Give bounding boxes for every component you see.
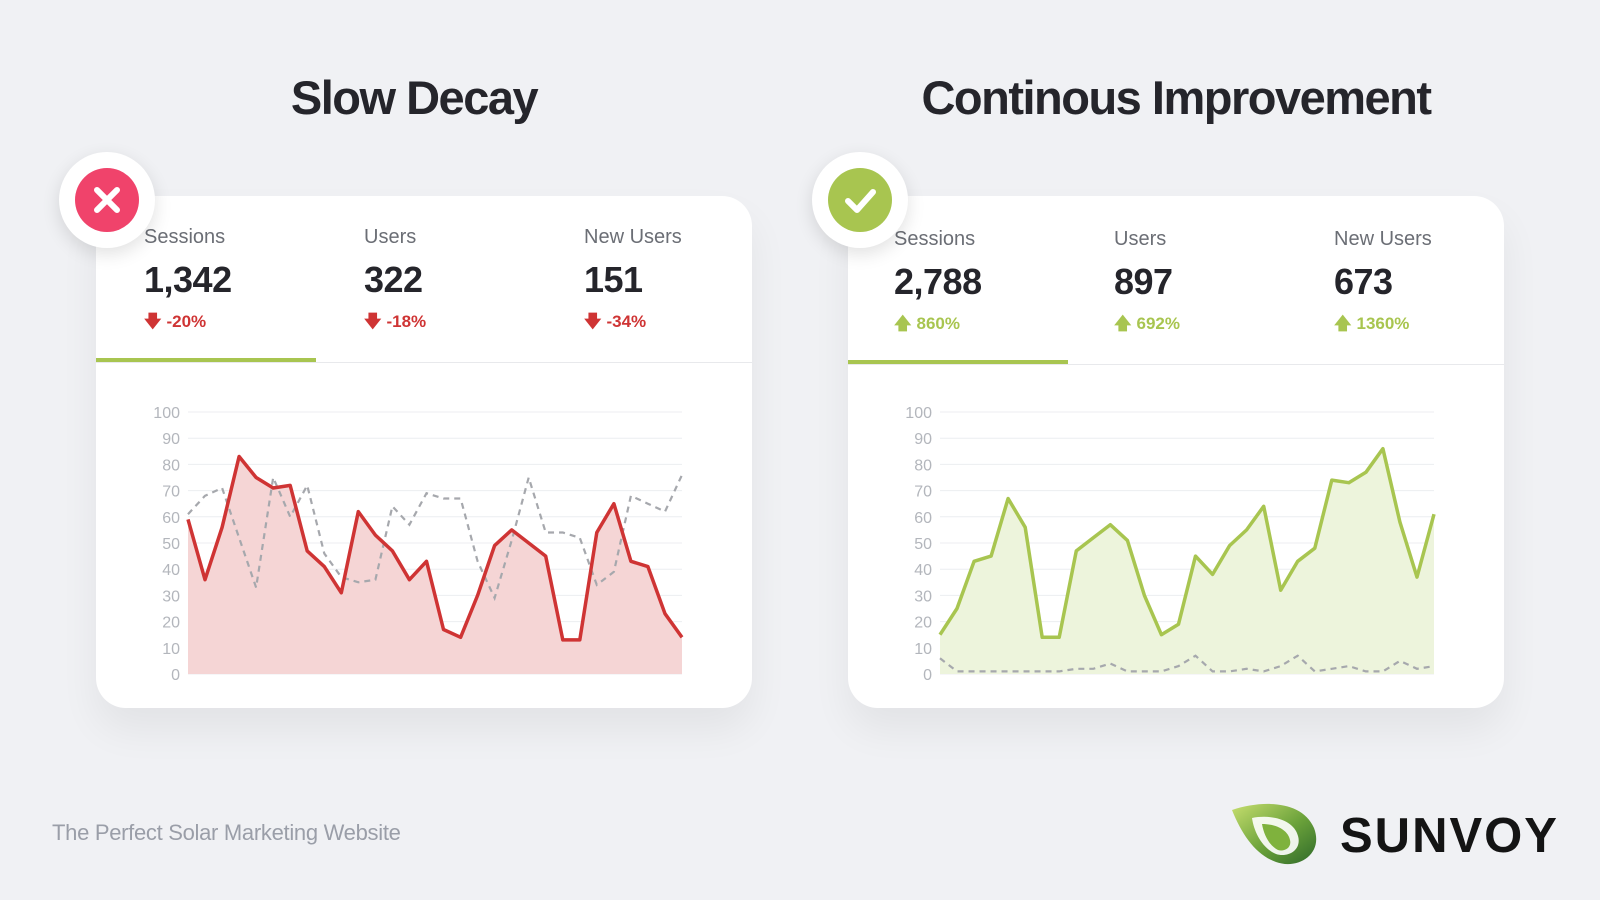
y-tick-label: 90: [162, 431, 180, 448]
stat-value: 322: [364, 259, 423, 300]
stat-value: 897: [1114, 261, 1173, 302]
stats-row: Sessions 2,788 🡅 860% Users 897 🡅 692% New…: [848, 196, 1504, 364]
stat-new-users[interactable]: New Users 673 🡅 1360%: [1334, 228, 1504, 340]
stat-change: 🡇 -34%: [584, 309, 752, 338]
check-icon: [845, 189, 876, 213]
stat-change-value: -18%: [386, 312, 427, 331]
y-tick-label: 50: [162, 536, 180, 553]
analytics-card-slow-decay: Sessions 1,342 🡇 -20% Users 322 🡇 -18% New…: [96, 196, 752, 708]
stats-row: Sessions 1,342 🡇 -20% Users 322 🡇 -18% New…: [96, 196, 752, 364]
y-tick-label: 20: [162, 615, 180, 632]
y-tick-label: 100: [153, 405, 180, 422]
active-tab-indicator: [848, 360, 1068, 365]
stat-users[interactable]: Users 322 🡇 -18%: [364, 226, 584, 338]
stat-label: Sessions: [894, 228, 976, 250]
status-badge-positive: [812, 152, 908, 248]
main-series-line: [186, 454, 684, 642]
y-tick-label: 0: [923, 667, 932, 684]
y-tick-label: 50: [914, 536, 932, 553]
stat-change-value: -34%: [606, 312, 647, 331]
arrow-up-icon: 🡅: [1334, 314, 1352, 333]
divider: [96, 362, 752, 363]
y-tick-label: 60: [914, 510, 932, 527]
y-tick-label: 80: [914, 457, 932, 474]
stat-label: Users: [364, 226, 417, 248]
footer-tagline: The Perfect Solar Marketing Website: [52, 820, 401, 845]
stat-change-value: 860%: [916, 314, 960, 333]
stat-change-value: 692%: [1136, 314, 1180, 333]
comparison-series-line: [939, 654, 1435, 673]
y-tick-label: 30: [914, 588, 932, 605]
comparison-series-line: [187, 473, 683, 602]
stat-change-value: 1360%: [1356, 314, 1410, 333]
y-tick-label: 60: [162, 510, 180, 527]
arrow-down-icon: 🡇: [584, 312, 602, 331]
active-tab-indicator: [96, 358, 316, 363]
stat-change: 🡅 692%: [1114, 311, 1334, 340]
y-tick-label: 10: [914, 641, 932, 658]
y-tick-label: 10: [162, 641, 180, 658]
stat-change: 🡅 860%: [894, 311, 1114, 340]
line-chart-continous-improvement: 0 10 20 30 40 50 60 70 80 90 100: [905, 405, 1436, 684]
close-icon: [94, 187, 120, 213]
main-series-line: [938, 446, 1436, 640]
stat-users[interactable]: Users 897 🡅 692%: [1114, 228, 1334, 340]
y-tick-label: 30: [162, 588, 180, 605]
line-chart-slow-decay: 0 10 20 30 40 50 60 70 80 90 100: [153, 405, 684, 684]
status-badge-negative: [59, 152, 155, 248]
stat-change: 🡇 -18%: [364, 309, 584, 338]
y-tick-label: 70: [162, 484, 180, 501]
stat-change: 🡅 1360%: [1334, 311, 1504, 340]
badge-circle: [828, 168, 892, 232]
series-area: [188, 456, 682, 674]
stat-label: New Users: [1334, 228, 1432, 250]
arrow-down-icon: 🡇: [364, 312, 382, 331]
stat-sessions[interactable]: Sessions 2,788 🡅 860%: [894, 228, 1114, 340]
arrow-up-icon: 🡅: [894, 314, 912, 333]
brand-name: SUNVOY: [1340, 809, 1559, 863]
y-tick-label: 40: [162, 562, 180, 579]
y-tick-label: 70: [914, 484, 932, 501]
y-tick-label: 90: [914, 431, 932, 448]
panel-title-continous-improvement: Continous Improvement: [921, 71, 1432, 124]
stat-change: 🡇 -20%: [144, 309, 364, 338]
y-tick-label: 0: [171, 667, 180, 684]
stat-value: 673: [1334, 261, 1393, 302]
stat-value: 2,788: [894, 261, 982, 302]
stat-sessions[interactable]: Sessions 1,342 🡇 -20%: [144, 226, 364, 338]
arrow-up-icon: 🡅: [1114, 314, 1132, 333]
brand-logo[interactable]: SUNVOY: [1232, 800, 1562, 870]
y-tick-label: 80: [162, 457, 180, 474]
y-tick-label: 40: [914, 562, 932, 579]
stat-label: Sessions: [144, 226, 226, 248]
stat-value: 151: [584, 259, 643, 300]
y-tick-label: 100: [905, 405, 932, 422]
stat-value: 1,342: [144, 259, 232, 300]
stat-label: New Users: [584, 226, 682, 248]
stat-new-users[interactable]: New Users 151 🡇 -34%: [584, 226, 752, 338]
arrow-down-icon: 🡇: [144, 312, 162, 331]
y-tick-label: 20: [914, 615, 932, 632]
panel-title-slow-decay: Slow Decay: [290, 71, 539, 124]
stat-change-value: -20%: [166, 312, 207, 331]
series-area: [940, 448, 1434, 674]
stat-label: Users: [1114, 228, 1167, 250]
divider: [848, 364, 1504, 365]
analytics-card-continous-improvement: Sessions 2,788 🡅 860% Users 897 🡅 692% New…: [848, 196, 1504, 708]
leaf-logo-icon: [1232, 803, 1317, 865]
